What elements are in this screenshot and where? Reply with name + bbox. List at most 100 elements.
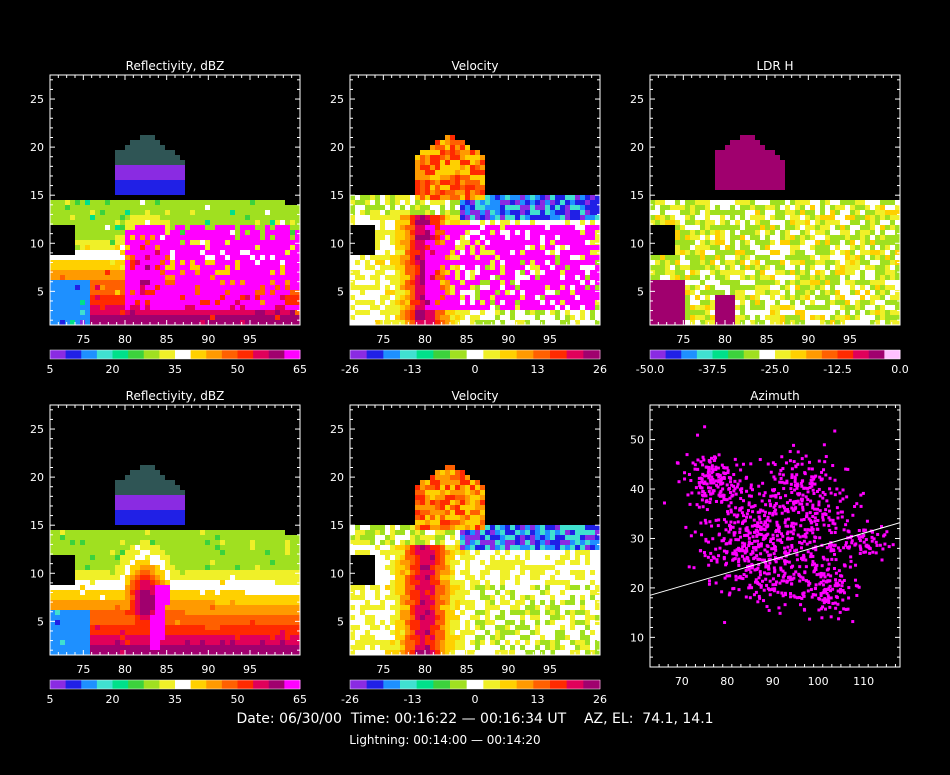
heatmap-cell (280, 275, 285, 280)
heatmap-cell (860, 245, 865, 250)
heatmap-cell (740, 285, 745, 290)
heatmap-cell (145, 260, 150, 265)
heatmap-cell (760, 270, 765, 275)
heatmap-cell (440, 180, 445, 185)
heatmap-cell (700, 315, 705, 320)
heatmap-cell (735, 285, 740, 290)
heatmap-cell (65, 545, 70, 550)
heatmap-cell (100, 215, 105, 220)
colorbar-swatch (96, 350, 113, 359)
heatmap-cell (65, 210, 70, 215)
heatmap-cell (675, 245, 680, 250)
heatmap-cell (115, 170, 120, 175)
heatmap-cell (450, 175, 455, 180)
heatmap-cell (695, 215, 700, 220)
heatmap-cell (145, 175, 150, 180)
heatmap-cell (530, 305, 535, 310)
heatmap-cell (125, 255, 130, 260)
heatmap-cell (850, 210, 855, 215)
heatmap-cell (420, 265, 425, 270)
heatmap-cell (80, 625, 85, 630)
heatmap-cell (730, 180, 735, 185)
heatmap-cell (840, 210, 845, 215)
heatmap-cell (175, 285, 180, 290)
heatmap-cell (445, 175, 450, 180)
heatmap-cell (100, 255, 105, 260)
heatmap-cell (125, 520, 130, 525)
heatmap-cell (500, 280, 505, 285)
heatmap-cell (845, 230, 850, 235)
heatmap-cell (145, 240, 150, 245)
heatmap-cell (120, 585, 125, 590)
heatmap-cell (55, 295, 60, 300)
heatmap-cell (875, 285, 880, 290)
heatmap-cell (85, 255, 90, 260)
heatmap-cell (875, 215, 880, 220)
heatmap-cell (175, 240, 180, 245)
heatmap-cell (455, 185, 460, 190)
heatmap-cell (185, 305, 190, 310)
heatmap-cell (410, 275, 415, 280)
heatmap-cell (185, 300, 190, 305)
heatmap-cell (85, 230, 90, 235)
heatmap-cell (430, 155, 435, 160)
heatmap-cell (395, 295, 400, 300)
heatmap-cell (580, 230, 585, 235)
heatmap-cell (285, 245, 290, 250)
heatmap-cell (85, 650, 90, 655)
heatmap-cell (185, 295, 190, 300)
heatmap-cell (80, 255, 85, 260)
heatmap-cell (820, 320, 825, 325)
heatmap-cell (390, 225, 395, 230)
heatmap-cell (785, 290, 790, 295)
heatmap-cell (470, 300, 475, 305)
heatmap-cell (350, 205, 355, 210)
heatmap-cell (365, 260, 370, 265)
heatmap-cell (680, 200, 685, 205)
heatmap-cell (745, 270, 750, 275)
heatmap-cell (780, 320, 785, 325)
heatmap-cell (140, 245, 145, 250)
heatmap-cell (140, 280, 145, 285)
heatmap-cell (425, 285, 430, 290)
heatmap-cell (405, 230, 410, 235)
heatmap-cell (275, 320, 280, 325)
heatmap-cell (810, 315, 815, 320)
heatmap-cell (650, 210, 655, 215)
heatmap-cell (885, 205, 890, 210)
heatmap-cell (100, 625, 105, 630)
heatmap-cell (440, 205, 445, 210)
heatmap-cell (680, 255, 685, 260)
heatmap-cell (135, 280, 140, 285)
heatmap-cell (205, 300, 210, 305)
heatmap-cell (825, 215, 830, 220)
heatmap-cell (145, 180, 150, 185)
heatmap-cell (425, 195, 430, 200)
heatmap-cell (450, 170, 455, 175)
heatmap-cell (140, 295, 145, 300)
heatmap-cell (235, 260, 240, 265)
heatmap-cell (105, 210, 110, 215)
heatmap-cell (685, 215, 690, 220)
heatmap-cell (675, 305, 680, 310)
heatmap-cell (85, 240, 90, 245)
heatmap-cell (280, 235, 285, 240)
heatmap-cell (230, 200, 235, 205)
heatmap-cell (750, 220, 755, 225)
heatmap-cell (115, 520, 120, 525)
heatmap-cell (540, 315, 545, 320)
heatmap-cell (470, 175, 475, 180)
heatmap-cell (860, 255, 865, 260)
heatmap-cell (850, 250, 855, 255)
heatmap-cell (515, 290, 520, 295)
heatmap-cell (175, 320, 180, 325)
heatmap-cell (765, 150, 770, 155)
heatmap-cell (680, 240, 685, 245)
heatmap-cell (255, 280, 260, 285)
heatmap-cell (845, 280, 850, 285)
heatmap-cell (540, 200, 545, 205)
heatmap-cell (810, 230, 815, 235)
heatmap-cell (675, 235, 680, 240)
heatmap-cell (655, 320, 660, 325)
heatmap-cell (400, 275, 405, 280)
